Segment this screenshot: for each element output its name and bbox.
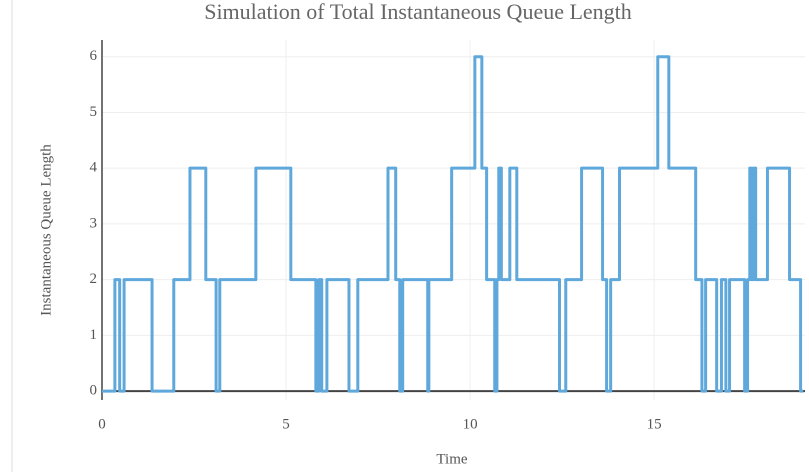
chart-title: Simulation of Total Instantaneous Queue … <box>204 0 632 24</box>
y-tick-label: 3 <box>90 215 98 231</box>
x-tick-label: 5 <box>282 416 290 432</box>
y-tick-label: 5 <box>90 104 98 120</box>
y-axis-label: Instantaneous Queue Length <box>38 144 54 316</box>
x-tick-label: 10 <box>463 416 478 432</box>
y-tick-label: 2 <box>90 271 98 287</box>
data-line <box>102 55 804 393</box>
y-tick-label: 0 <box>90 383 98 399</box>
y-tick-label: 1 <box>90 327 98 343</box>
y-tick-label: 4 <box>90 160 98 176</box>
x-tick-label: 15 <box>647 416 662 432</box>
x-tick-label: 0 <box>98 416 106 432</box>
x-axis-label: Time <box>436 451 467 467</box>
y-tick-label: 6 <box>90 48 98 64</box>
